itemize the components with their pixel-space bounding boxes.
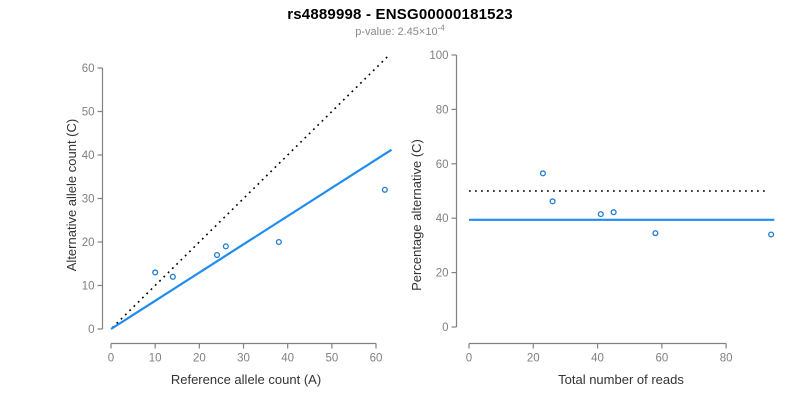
data-point bbox=[381, 186, 388, 193]
y-axis-title: Alternative allele count (C) bbox=[64, 119, 79, 271]
x-tick-label: 40 bbox=[591, 353, 604, 365]
data-point bbox=[275, 238, 282, 246]
y-tick-label: 20 bbox=[82, 237, 95, 249]
y-tick-label: 80 bbox=[436, 104, 449, 116]
x-tick-label: 0 bbox=[466, 353, 472, 365]
identity-line bbox=[111, 56, 389, 329]
x-tick-label: 40 bbox=[281, 353, 294, 365]
y-tick-label: 100 bbox=[429, 50, 448, 62]
x-tick-label: 10 bbox=[149, 353, 162, 365]
y-tick-label: 40 bbox=[436, 213, 449, 225]
data-point bbox=[549, 198, 556, 205]
x-tick-label: 20 bbox=[527, 353, 540, 365]
data-point bbox=[597, 211, 604, 218]
x-tick-label: 60 bbox=[370, 353, 383, 365]
x-axis-title: Reference allele count (A) bbox=[171, 372, 321, 387]
data-point bbox=[152, 269, 159, 276]
data-point bbox=[610, 209, 617, 216]
figure-title: rs4889998 - ENSG00000181523 bbox=[287, 6, 513, 23]
pvalue-subtitle: p-value: 2.45×10-4 bbox=[0, 23, 800, 38]
y-tick-label: 20 bbox=[436, 268, 449, 280]
data-point bbox=[222, 243, 229, 250]
y-tick-label: 0 bbox=[88, 324, 94, 336]
data-point bbox=[652, 230, 659, 237]
y-tick-label: 40 bbox=[82, 150, 95, 162]
y-tick-label: 0 bbox=[442, 322, 448, 334]
fit-line bbox=[110, 148, 393, 330]
allele-counts-scatter: 0 10 20 30 40 50 60 0 10 20 30 40 50 60 Reference alle… bbox=[64, 56, 393, 387]
y-tick-label: 10 bbox=[82, 281, 95, 293]
x-tick-label: 0 bbox=[108, 353, 114, 365]
data-point bbox=[169, 273, 176, 280]
pvalue-times-ten: ×10 bbox=[418, 26, 438, 38]
y-axis-title: Percentage alternative (C) bbox=[409, 139, 424, 291]
y-tick-label: 60 bbox=[82, 63, 95, 75]
data-point bbox=[768, 231, 775, 238]
x-axis-title: Total number of reads bbox=[558, 372, 684, 387]
pvalue-exponent: -4 bbox=[437, 23, 445, 33]
y-tick-label: 30 bbox=[82, 194, 95, 206]
data-point bbox=[213, 252, 221, 259]
x-tick-label: 80 bbox=[720, 353, 733, 365]
y-tick-label: 50 bbox=[82, 107, 95, 119]
data-point bbox=[539, 170, 546, 177]
x-tick-label: 50 bbox=[325, 353, 338, 365]
x-tick-label: 20 bbox=[193, 353, 206, 365]
percentage-vs-reads-scatter: 0 20 40 60 80 100 0 20 40 60 80 Total number of rea… bbox=[409, 50, 775, 387]
x-tick-label: 30 bbox=[237, 353, 250, 365]
y-tick-label: 60 bbox=[436, 159, 449, 171]
pvalue-mantissa: 2.45 bbox=[397, 26, 419, 38]
x-tick-label: 60 bbox=[655, 353, 668, 365]
pvalue-label: p-value: bbox=[355, 26, 398, 38]
